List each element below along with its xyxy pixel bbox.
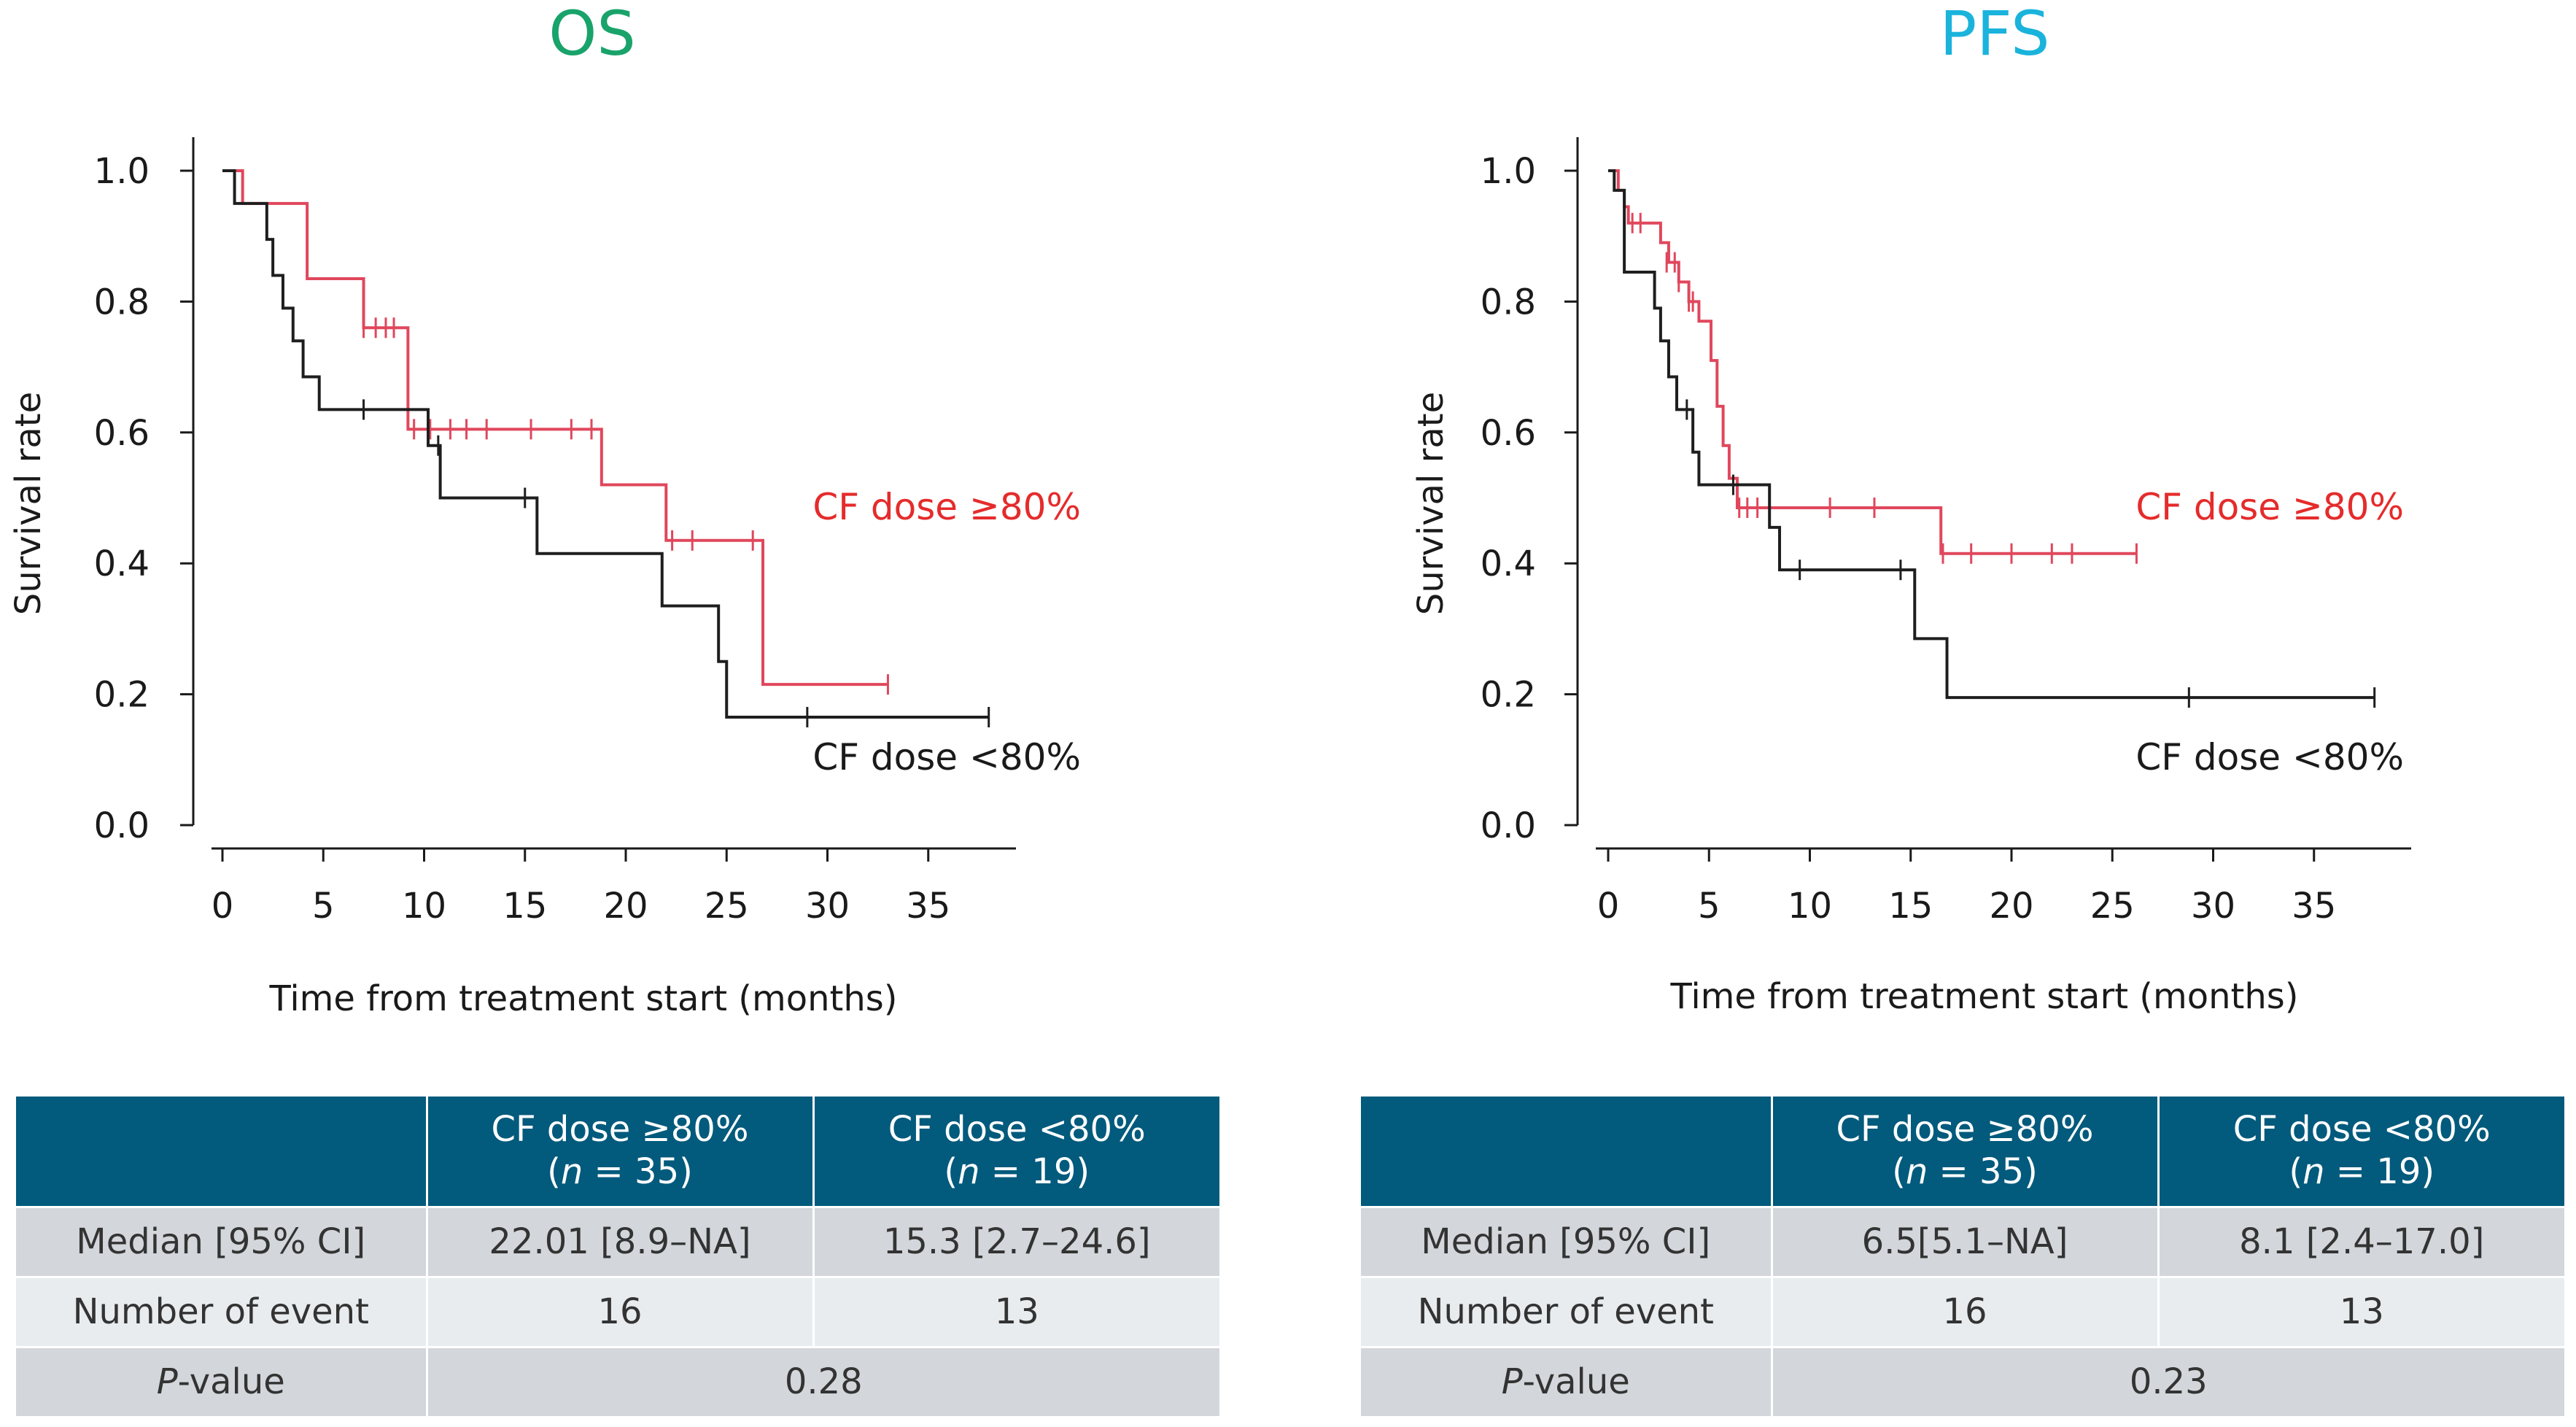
- os-x-tick-label: 25: [705, 886, 749, 927]
- pfs-median-label: Median [95% CI]: [1361, 1206, 1773, 1277]
- pfs-x-tick-label: 0: [1597, 886, 1620, 927]
- pfs-y-axis-label: Survival rate: [1411, 392, 1451, 615]
- pfs-x-tick-label: 35: [2292, 886, 2336, 927]
- pfs-y-tick-label: 0.4: [1481, 544, 1536, 584]
- os-x-axis-label: Time from treatment start (months): [268, 978, 897, 1019]
- os-events-row: Number of event 16 13: [16, 1276, 1219, 1347]
- os-series-high-dose: [222, 169, 889, 695]
- os-x-tick-label: 20: [603, 886, 648, 927]
- os-header-high-dose: CF dose ≥80% (n = 35): [427, 1097, 815, 1207]
- os-series-low-dose: [222, 169, 990, 727]
- os-median-low: 15.3 [2.7–24.6]: [813, 1206, 1219, 1277]
- os-survival-chart: OS Survival rate Time from treatment sta…: [8, 0, 1081, 1019]
- pfs-x-axis-label: Time from treatment start (months): [1669, 976, 2298, 1017]
- os-label-high-dose: CF dose ≥80%: [812, 486, 1081, 528]
- os-chart-title: OS: [548, 0, 635, 69]
- pfs-median-high: 6.5[5.1–NA]: [1772, 1206, 2160, 1277]
- pfs-summary-table-wrap: CF dose ≥80% (n = 35) CF dose <80% (n = …: [1361, 1097, 2564, 1416]
- pfs-axes: 0.0 0.2 0.4 0.6 0.8 1.0 0 5 10 15 20 25 30 35: [1481, 137, 2411, 927]
- os-y-tick-label: 0.0: [94, 805, 150, 846]
- os-x-tick-label: 15: [503, 886, 547, 927]
- pfs-events-row: Number of event 16 13: [1361, 1276, 2564, 1347]
- pfs-pvalue-row: P-value 0.23: [1361, 1346, 2564, 1416]
- pfs-curve-low-dose: [1608, 169, 2375, 700]
- os-events-low: 13: [813, 1276, 1219, 1347]
- pfs-events-low: 13: [2158, 1276, 2564, 1347]
- pfs-survival-chart: PFS Survival rate Time from treatment st…: [1411, 0, 2411, 1017]
- os-x-tick-label: 5: [312, 886, 335, 927]
- os-pvalue: 0.28: [427, 1346, 1219, 1416]
- os-pvalue-label: P-value: [16, 1346, 428, 1416]
- pfs-curve-high-dose: [1608, 169, 2137, 555]
- os-pvalue-prefix: P: [156, 1361, 178, 1402]
- pfs-y-tick-label: 0.6: [1481, 413, 1536, 454]
- pfs-label-high-dose: CF dose ≥80%: [2135, 486, 2404, 528]
- os-header-high-n: (n = 35): [547, 1151, 693, 1192]
- pfs-y-tick-label: 0.8: [1481, 282, 1536, 322]
- os-curve-high-dose: [222, 169, 888, 687]
- pfs-header-low-n: (n = 19): [2289, 1151, 2435, 1192]
- os-label-low-dose: CF dose <80%: [812, 736, 1081, 778]
- pfs-x-tick-label: 30: [2191, 886, 2235, 927]
- pfs-header-high-label: CF dose ≥80%: [1836, 1109, 2094, 1151]
- os-header-low-label: CF dose <80%: [888, 1109, 1146, 1151]
- pfs-pvalue-prefix: P: [1501, 1361, 1523, 1402]
- os-header-high-label: CF dose ≥80%: [491, 1109, 749, 1151]
- pfs-y-tick-label: 0.0: [1481, 805, 1536, 846]
- pfs-header-blank: [1361, 1097, 1773, 1207]
- pfs-label-low-dose: CF dose <80%: [2135, 736, 2404, 778]
- pfs-y-tick-label: 1.0: [1481, 151, 1536, 192]
- pfs-chart-title: PFS: [1940, 0, 2050, 69]
- pfs-median-low: 8.1 [2.4–17.0]: [2158, 1206, 2564, 1277]
- os-x-tick-label: 35: [906, 886, 950, 927]
- pfs-events-label: Number of event: [1361, 1276, 1773, 1347]
- pfs-events-high: 16: [1772, 1276, 2160, 1347]
- os-header-low-n: (n = 19): [944, 1151, 1090, 1192]
- pfs-pvalue-label: P-value: [1361, 1346, 1773, 1416]
- pfs-median-row: Median [95% CI] 6.5[5.1–NA] 8.1 [2.4–17.…: [1361, 1206, 2564, 1277]
- os-header-low-dose: CF dose <80% (n = 19): [813, 1097, 1219, 1207]
- pfs-series-high-dose: [1608, 169, 2138, 564]
- pfs-x-tick-label: 5: [1698, 886, 1720, 927]
- os-y-tick-label: 0.6: [94, 413, 150, 454]
- os-curve-low-dose: [222, 169, 989, 719]
- os-table-header-row: CF dose ≥80% (n = 35) CF dose <80% (n = …: [16, 1097, 1219, 1207]
- os-events-high: 16: [427, 1276, 815, 1347]
- pfs-table-header-row: CF dose ≥80% (n = 35) CF dose <80% (n = …: [1361, 1097, 2564, 1207]
- os-x-tick-label: 10: [402, 886, 446, 927]
- os-summary-table-wrap: CF dose ≥80% (n = 35) CF dose <80% (n = …: [16, 1097, 1219, 1416]
- os-y-tick-label: 0.2: [94, 675, 150, 716]
- pfs-summary-table: CF dose ≥80% (n = 35) CF dose <80% (n = …: [1361, 1097, 2564, 1416]
- pfs-pvalue-suffix: -value: [1522, 1361, 1630, 1402]
- pfs-x-tick-label: 15: [1888, 886, 1933, 927]
- os-median-label: Median [95% CI]: [16, 1206, 428, 1277]
- os-events-label: Number of event: [16, 1276, 428, 1347]
- os-summary-table: CF dose ≥80% (n = 35) CF dose <80% (n = …: [16, 1097, 1219, 1416]
- pfs-header-high-n: (n = 35): [1892, 1151, 2038, 1192]
- os-median-high: 22.01 [8.9–NA]: [427, 1206, 815, 1277]
- pfs-x-tick-label: 25: [2090, 886, 2135, 927]
- os-y-tick-label: 0.4: [94, 544, 150, 584]
- os-axes: 0.0 0.2 0.4 0.6 0.8 1.0 0 5 10 15 20 25 30 35: [94, 137, 1016, 927]
- os-pvalue-suffix: -value: [177, 1361, 285, 1402]
- os-x-tick-label: 30: [805, 886, 850, 927]
- os-y-axis-label: Survival rate: [8, 392, 49, 615]
- pfs-series-low-dose: [1608, 169, 2376, 708]
- pfs-panel: PFS Survival rate Time from treatment st…: [1288, 0, 2576, 1427]
- os-y-tick-label: 1.0: [94, 151, 150, 192]
- os-panel: OS Survival rate Time from treatment sta…: [8, 0, 1219, 1416]
- pfs-x-tick-label: 10: [1788, 886, 1832, 927]
- pfs-y-tick-label: 0.2: [1481, 675, 1536, 716]
- pfs-pvalue: 0.23: [1772, 1346, 2564, 1416]
- os-pvalue-row: P-value 0.28: [16, 1346, 1219, 1416]
- pfs-header-low-dose: CF dose <80% (n = 19): [2158, 1097, 2564, 1207]
- os-header-blank: [16, 1097, 428, 1207]
- os-y-tick-label: 0.8: [94, 282, 150, 322]
- pfs-header-low-label: CF dose <80%: [2232, 1109, 2491, 1151]
- pfs-x-tick-label: 20: [1989, 886, 2033, 927]
- pfs-header-high-dose: CF dose ≥80% (n = 35): [1772, 1097, 2160, 1207]
- os-median-row: Median [95% CI] 22.01 [8.9–NA] 15.3 [2.7…: [16, 1206, 1219, 1277]
- os-x-tick-label: 0: [212, 886, 234, 927]
